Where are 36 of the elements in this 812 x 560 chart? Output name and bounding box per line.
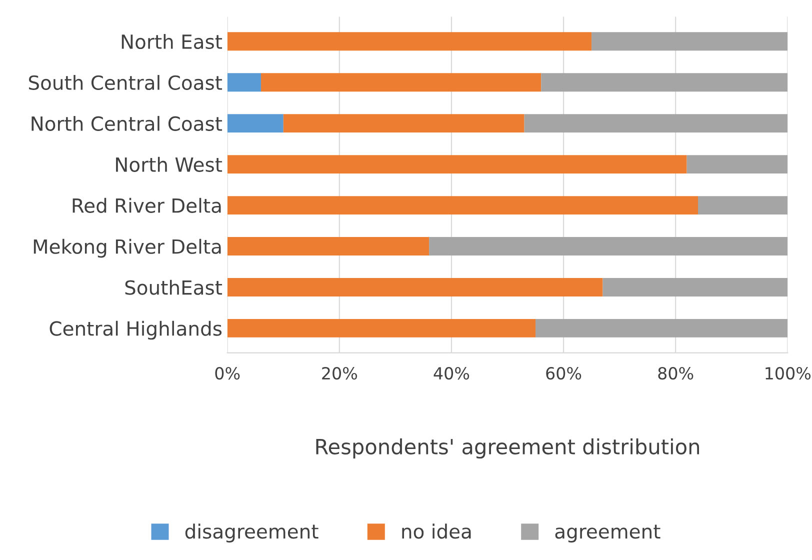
y-tick-label: South Central Coast bbox=[28, 74, 222, 90]
bar bbox=[541, 73, 788, 92]
bar bbox=[536, 318, 788, 338]
bar bbox=[227, 196, 698, 215]
bar bbox=[227, 237, 430, 256]
bar bbox=[524, 114, 788, 133]
x-tick-label: 100% bbox=[766, 366, 811, 380]
x-tick-label: 60% bbox=[546, 366, 582, 380]
y-tick-label: North West bbox=[116, 156, 222, 172]
x-tick-label: 0% bbox=[215, 366, 240, 380]
x-tick-label: 20% bbox=[322, 366, 358, 380]
y-tick-label: North Central Coast bbox=[32, 116, 222, 131]
bar bbox=[227, 114, 284, 133]
y-tick-label: SouthEast bbox=[125, 280, 222, 295]
y-tick-label: Mekong River Delta bbox=[34, 238, 221, 258]
bar bbox=[227, 73, 261, 92]
y-tick-label: North East bbox=[122, 34, 222, 50]
y-tick-label: Red River Delta bbox=[72, 198, 221, 213]
legend-label: agreement bbox=[555, 524, 660, 542]
bar bbox=[227, 32, 592, 51]
x-tick-label: 40% bbox=[434, 366, 470, 380]
bar bbox=[686, 155, 788, 174]
bar bbox=[698, 196, 788, 215]
y-tick-label: Central Highlands bbox=[50, 320, 222, 340]
bar bbox=[227, 318, 536, 338]
bar bbox=[227, 155, 687, 174]
legend-label: disagreement bbox=[185, 524, 318, 542]
bar bbox=[592, 32, 788, 51]
bar bbox=[602, 278, 788, 296]
bar bbox=[429, 237, 788, 256]
x-tick-label: 80% bbox=[658, 366, 694, 380]
bar bbox=[283, 114, 524, 133]
legend-label: no idea bbox=[402, 524, 471, 539]
x-axis-title: Respondents' agreement distribution bbox=[316, 438, 700, 459]
bar bbox=[227, 278, 603, 296]
bar bbox=[260, 73, 542, 92]
